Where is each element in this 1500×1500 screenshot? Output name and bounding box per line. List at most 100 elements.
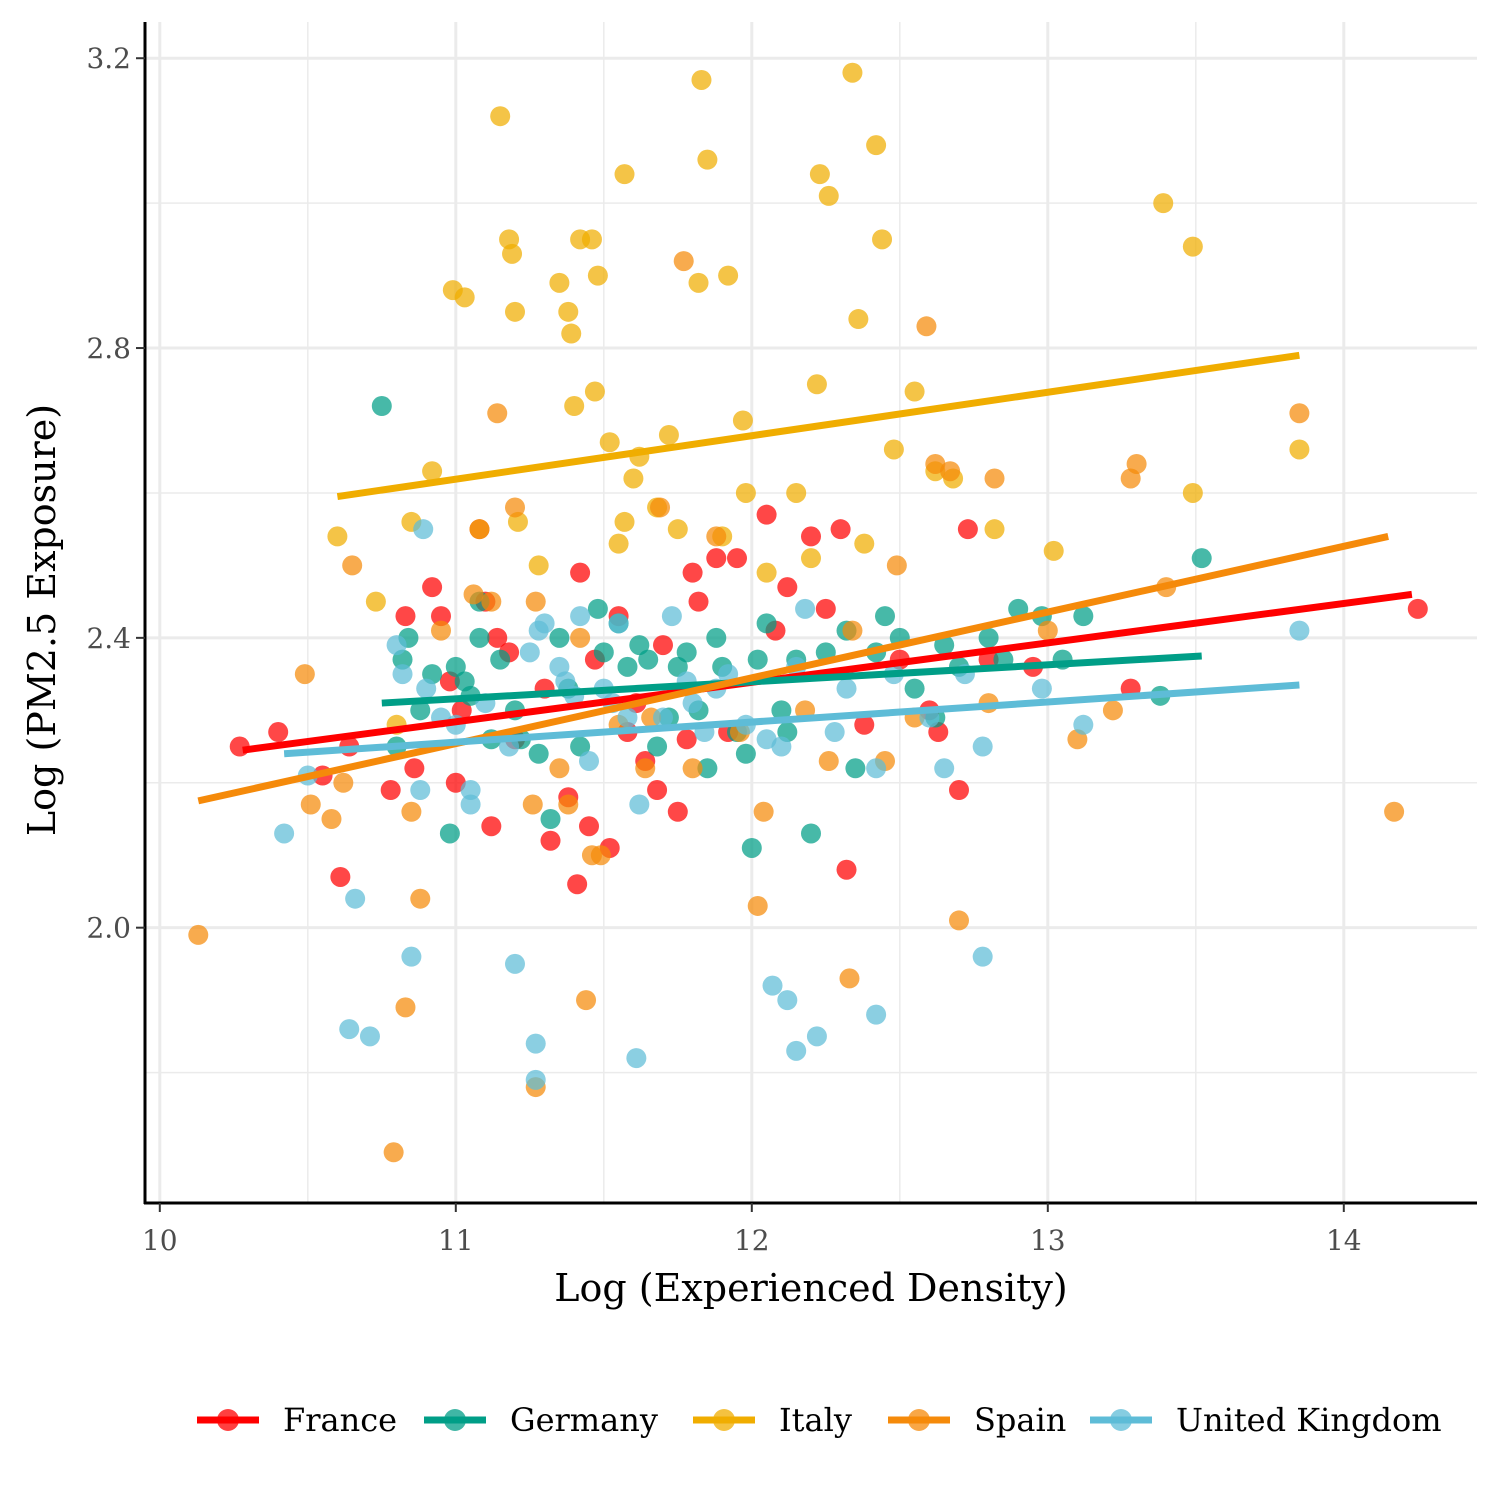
point-spain: [294, 664, 315, 685]
point-france: [380, 780, 401, 801]
point-italy: [883, 439, 904, 460]
point-italy: [587, 265, 608, 286]
legend-swatch-point: [444, 1409, 466, 1431]
point-germany: [490, 649, 511, 670]
legend-label: France: [283, 1401, 397, 1439]
point-spain: [673, 251, 694, 272]
point-italy: [872, 229, 893, 250]
point-spain: [1102, 700, 1123, 721]
point-spain: [753, 801, 774, 822]
point-germany: [445, 656, 466, 677]
point-france: [268, 722, 289, 743]
point-united-kingdom: [629, 794, 650, 815]
point-germany: [647, 736, 668, 757]
point-italy: [561, 323, 582, 344]
point-united-kingdom: [525, 1069, 546, 1090]
point-spain: [576, 990, 597, 1011]
point-united-kingdom: [359, 1026, 380, 1047]
point-united-kingdom: [525, 1033, 546, 1054]
point-germany: [875, 606, 895, 627]
point-italy: [904, 381, 925, 402]
point-france: [579, 816, 599, 837]
point-germany: [771, 700, 792, 721]
point-united-kingdom: [1289, 620, 1310, 641]
fit-line-france: [242, 590, 1413, 754]
point-germany: [638, 649, 659, 670]
point-italy: [623, 468, 644, 489]
point-germany: [593, 642, 614, 663]
point-united-kingdom: [505, 953, 525, 974]
point-united-kingdom: [555, 671, 576, 692]
point-france: [653, 635, 673, 656]
point-france: [777, 577, 798, 598]
point-united-kingdom: [806, 1026, 827, 1047]
legend: France Germany Italy Spain United Kingdom: [197, 1401, 1442, 1439]
y-tick-label: 2.8: [86, 332, 131, 365]
point-united-kingdom: [771, 736, 792, 757]
point-germany: [1008, 598, 1029, 619]
point-germany: [540, 808, 561, 829]
point-germany: [934, 635, 955, 656]
data-points: [188, 62, 1428, 1163]
point-france: [481, 816, 502, 837]
point-spain: [916, 316, 937, 337]
fit-line-italy: [336, 351, 1300, 501]
point-italy: [1043, 540, 1064, 561]
point-spain: [522, 794, 543, 815]
x-axis-title: Log (Experienced Density): [554, 1266, 1067, 1310]
axis-ticks: 10 11 12 13 14 2.0 2.4 2.8 3.2: [86, 42, 1361, 1257]
point-france: [676, 729, 697, 750]
point-france: [422, 577, 443, 598]
point-france: [957, 519, 978, 540]
point-germany: [904, 678, 925, 699]
point-spain: [549, 758, 570, 779]
point-italy: [608, 533, 629, 554]
point-united-kingdom: [519, 642, 540, 663]
trend-lines: [197, 351, 1413, 805]
point-italy: [735, 482, 756, 503]
point-italy: [1153, 193, 1174, 214]
point-france: [688, 591, 709, 612]
point-france: [801, 526, 821, 547]
point-united-kingdom: [617, 707, 638, 728]
point-spain: [839, 968, 860, 989]
point-france: [836, 859, 857, 880]
point-spain: [401, 801, 422, 822]
point-italy: [1182, 482, 1203, 503]
point-italy: [327, 526, 348, 547]
point-spain: [650, 497, 671, 518]
point-united-kingdom: [570, 606, 591, 627]
point-spain: [984, 468, 1005, 489]
point-united-kingdom: [345, 888, 366, 909]
point-france: [404, 758, 425, 779]
point-spain: [481, 591, 502, 612]
point-spain: [570, 627, 591, 648]
point-italy: [688, 272, 709, 293]
point-spain: [321, 808, 342, 829]
point-united-kingdom: [460, 780, 481, 801]
y-axis-title: Log (PM2.5 Exposure): [20, 404, 64, 836]
point-united-kingdom: [795, 598, 816, 619]
point-germany: [735, 743, 756, 764]
point-italy: [614, 164, 635, 185]
legend-label: United Kingdom: [1176, 1401, 1442, 1439]
point-italy: [599, 432, 620, 453]
point-italy: [691, 69, 712, 90]
point-italy: [818, 185, 839, 206]
point-france: [830, 519, 851, 540]
point-germany: [741, 837, 762, 858]
fit-line-united-kingdom: [283, 681, 1300, 758]
point-spain: [558, 794, 579, 815]
point-italy: [732, 410, 753, 431]
point-germany: [667, 656, 688, 677]
point-united-kingdom: [866, 1004, 887, 1025]
point-spain: [949, 910, 969, 931]
point-germany: [1073, 606, 1094, 627]
point-united-kingdom: [824, 722, 845, 743]
point-united-kingdom: [410, 780, 431, 801]
point-italy: [667, 519, 688, 540]
point-spain: [682, 758, 703, 779]
point-united-kingdom: [608, 613, 629, 634]
legend-label: Spain: [974, 1401, 1066, 1439]
point-germany: [629, 635, 650, 656]
